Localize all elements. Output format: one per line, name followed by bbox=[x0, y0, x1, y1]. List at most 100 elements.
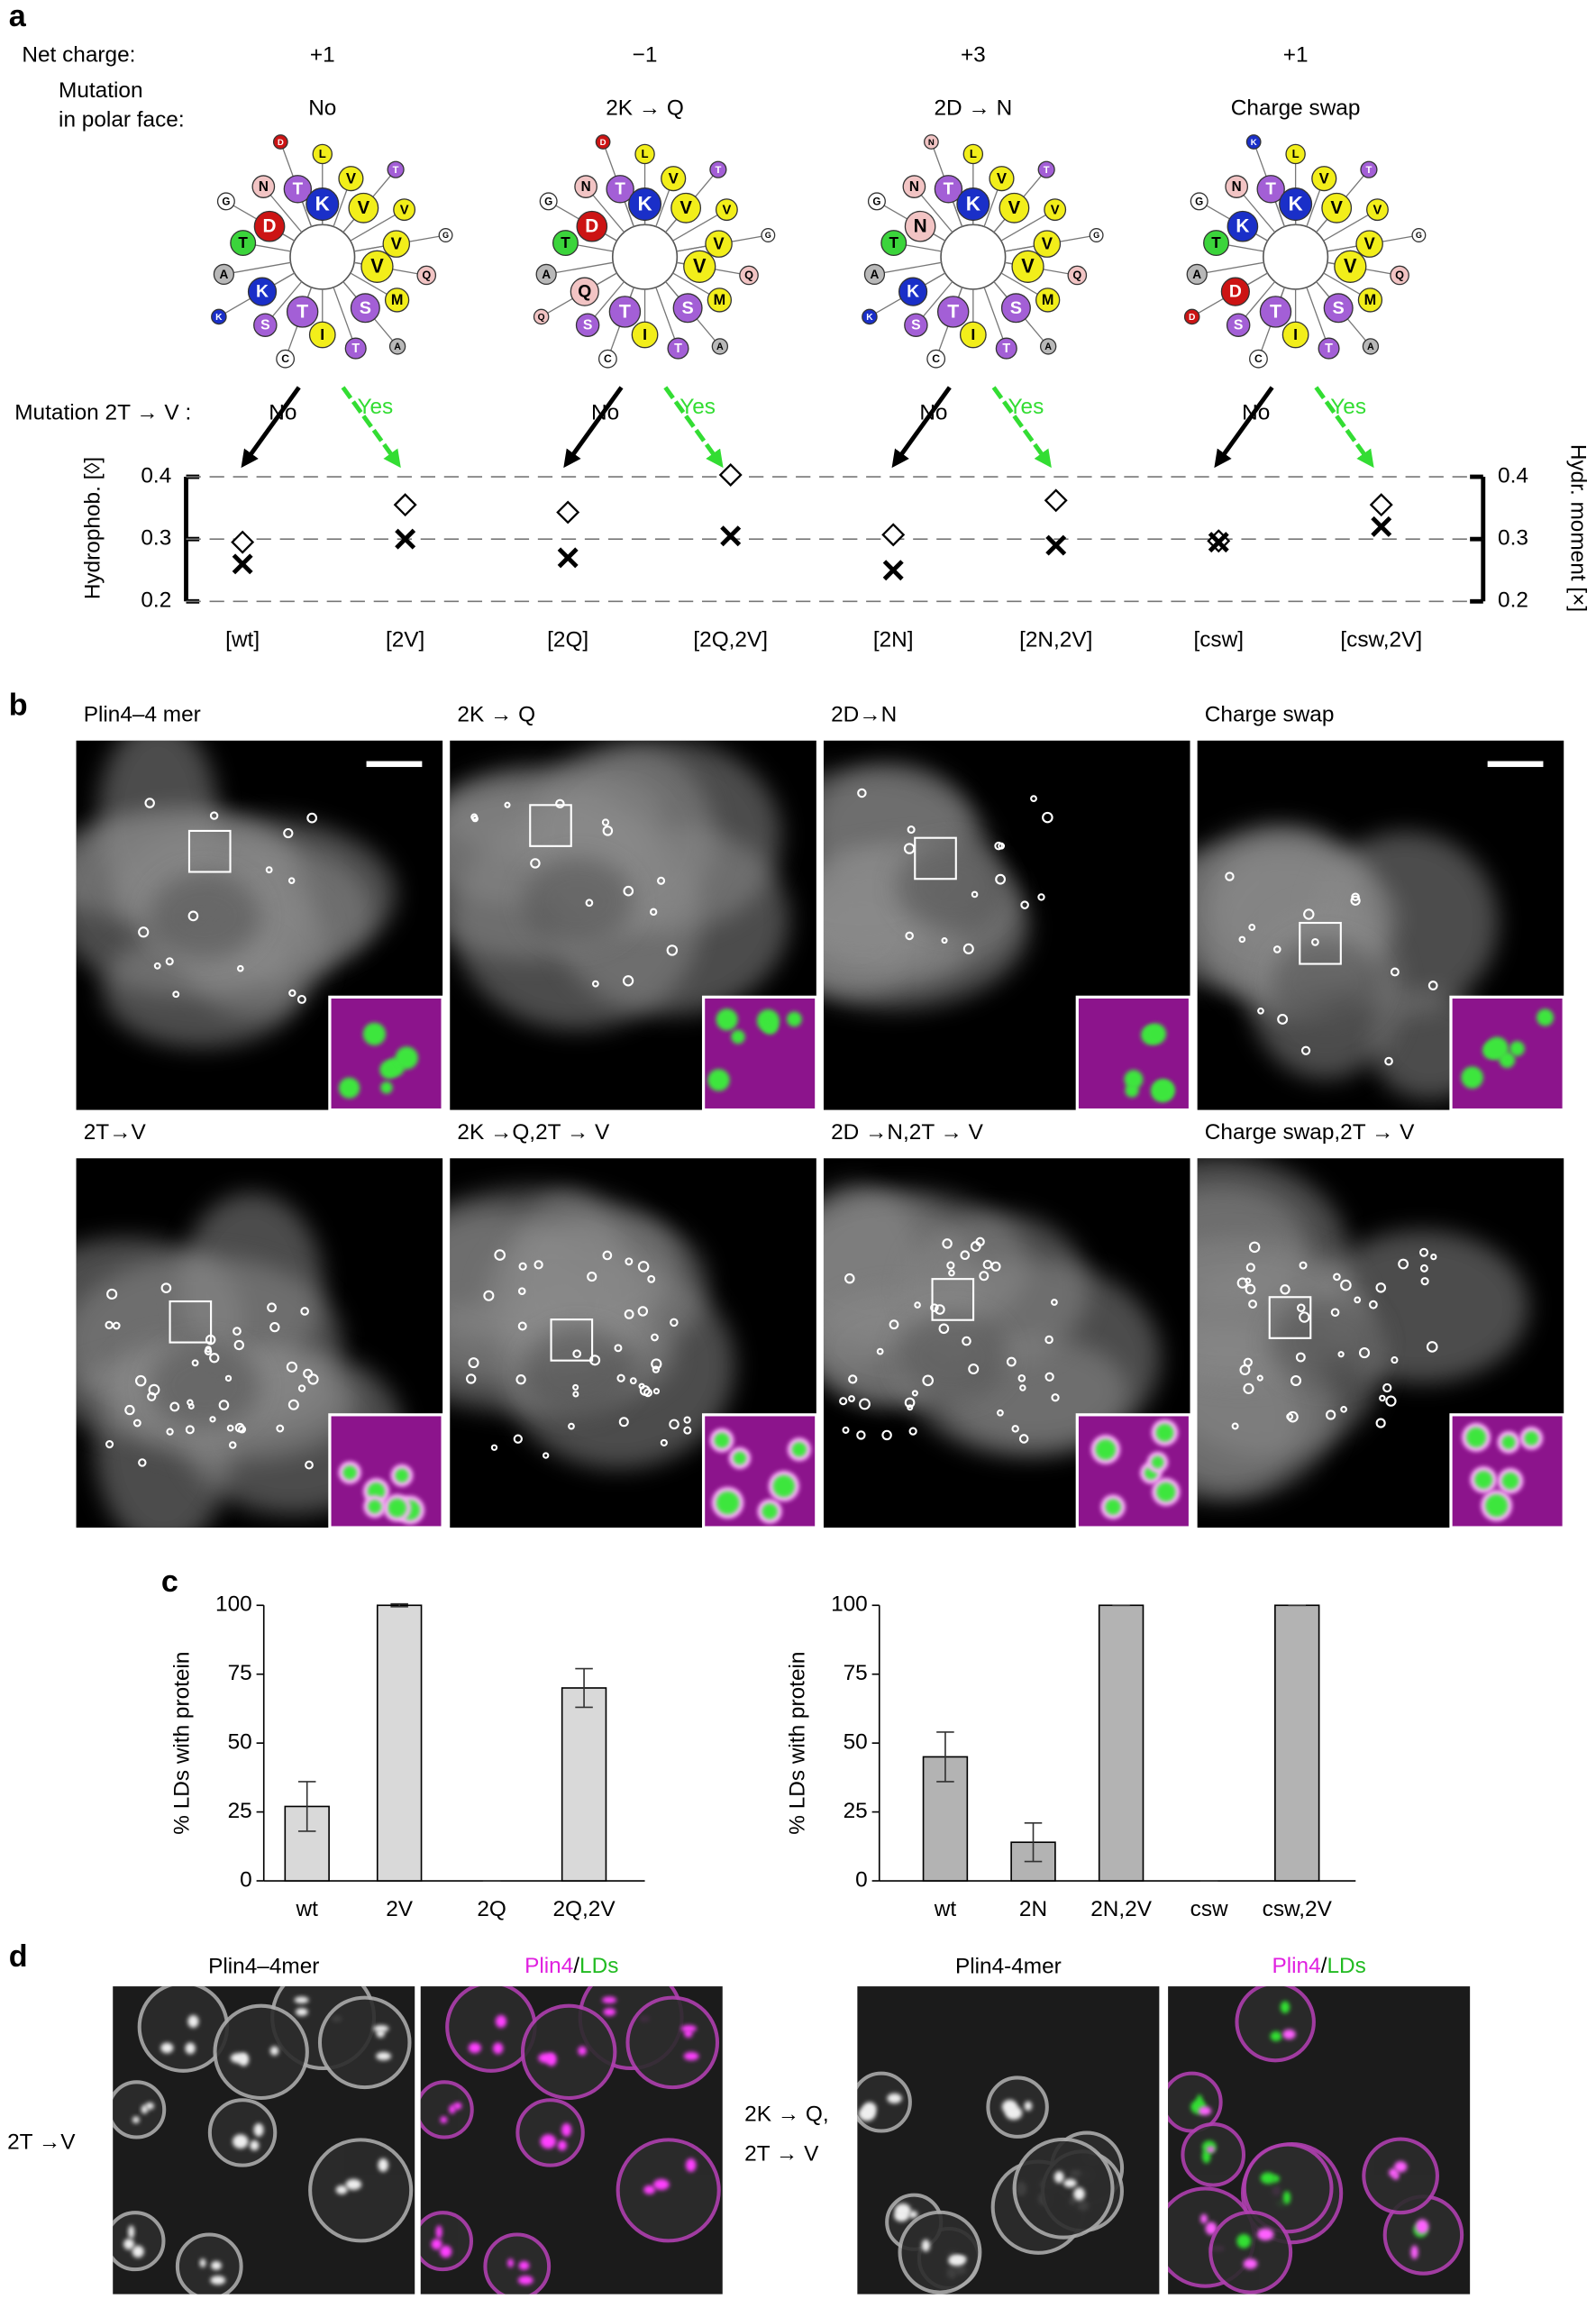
droplet bbox=[962, 943, 974, 954]
droplet bbox=[1303, 908, 1315, 920]
inset-droplet bbox=[1105, 1499, 1121, 1515]
residue bbox=[863, 263, 886, 286]
residue bbox=[253, 313, 278, 337]
cell bbox=[420, 2080, 474, 2139]
inset-droplet bbox=[1509, 1041, 1525, 1056]
droplet bbox=[1282, 2029, 1296, 2039]
droplet bbox=[132, 2116, 140, 2123]
residue-letter: V bbox=[1008, 198, 1021, 218]
residue-letter: N bbox=[914, 216, 927, 237]
row-label: 2K → Q, bbox=[744, 2103, 828, 2127]
micrograph-content bbox=[76, 1192, 403, 1528]
residue-letter: D bbox=[263, 216, 277, 237]
residue-letter: T bbox=[1002, 342, 1010, 356]
droplet bbox=[495, 2014, 507, 2029]
mutation: Charge swap bbox=[1231, 96, 1361, 120]
residue-letter: Q bbox=[578, 282, 591, 302]
droplet bbox=[238, 1425, 247, 1434]
residue bbox=[672, 293, 703, 324]
residue bbox=[936, 296, 970, 328]
diamond-marker bbox=[1044, 488, 1068, 513]
residue-letter: N bbox=[581, 179, 591, 195]
droplet bbox=[468, 1357, 479, 1369]
title-part: LDs bbox=[579, 1954, 618, 1978]
residue-letter: C bbox=[281, 352, 289, 365]
residue bbox=[247, 277, 278, 306]
droplet bbox=[513, 1434, 523, 1444]
droplet bbox=[1042, 811, 1053, 824]
residue-letter: V bbox=[1051, 203, 1060, 217]
droplet bbox=[683, 2051, 699, 2061]
inset-droplet bbox=[380, 1081, 393, 1094]
droplet bbox=[250, 2139, 260, 2151]
droplet bbox=[160, 2042, 174, 2054]
droplet bbox=[128, 2225, 135, 2240]
residue-letter: D bbox=[585, 216, 598, 237]
cell bbox=[857, 2071, 912, 2133]
residue bbox=[962, 143, 984, 165]
micrograph-content bbox=[1168, 1986, 1464, 2294]
image-title: Charge swap,2T → V bbox=[1205, 1120, 1415, 1145]
residue-letter: L bbox=[319, 147, 326, 160]
cell bbox=[308, 2138, 414, 2243]
droplet bbox=[603, 2008, 616, 2016]
y-axis-label: Hydrophob. [◊] bbox=[81, 457, 105, 599]
residue-letter: T bbox=[944, 179, 954, 198]
residue bbox=[1256, 175, 1285, 204]
y2-tick-label: 0.3 bbox=[1498, 526, 1528, 551]
residue bbox=[535, 263, 557, 286]
residue-letter: D bbox=[278, 138, 284, 148]
residue-letter: V bbox=[997, 169, 1008, 187]
residue-letter: V bbox=[346, 169, 357, 187]
residue-letter: S bbox=[682, 298, 694, 318]
droplet bbox=[517, 1321, 527, 1331]
inset-droplet bbox=[1474, 1470, 1493, 1489]
residue bbox=[552, 230, 579, 257]
droplet bbox=[652, 1365, 661, 1373]
droplet bbox=[1375, 1418, 1386, 1428]
droplet bbox=[1270, 2030, 1282, 2042]
residue bbox=[533, 308, 550, 325]
droplet bbox=[145, 2102, 154, 2110]
droplet bbox=[376, 2051, 391, 2061]
residue bbox=[707, 287, 733, 313]
panel-label: b bbox=[9, 688, 28, 722]
droplet bbox=[238, 2052, 250, 2066]
residue bbox=[628, 187, 662, 222]
droplet bbox=[106, 1288, 118, 1300]
droplet bbox=[187, 1399, 194, 1406]
residue bbox=[1220, 277, 1250, 306]
x-tick-label: csw,2V bbox=[1263, 1897, 1333, 1921]
y-tick-label: 75 bbox=[228, 1661, 252, 1685]
cross-marker bbox=[882, 560, 904, 581]
residue-letter: A bbox=[542, 268, 551, 281]
droplet bbox=[144, 798, 155, 808]
droplet bbox=[466, 1373, 477, 1384]
residue-letter: T bbox=[561, 233, 570, 251]
cell bbox=[898, 2210, 982, 2294]
y-tick-label: 50 bbox=[844, 1730, 868, 1755]
droplet bbox=[941, 937, 948, 944]
residue-letter: M bbox=[714, 292, 726, 308]
droplet bbox=[1248, 1241, 1261, 1254]
cell bbox=[175, 2232, 243, 2294]
residue bbox=[956, 187, 990, 222]
diamond-marker bbox=[393, 493, 417, 517]
droplet bbox=[1419, 1264, 1428, 1273]
residue-letter: G bbox=[1416, 231, 1422, 240]
wheel-spoke bbox=[1197, 261, 1264, 276]
residue-letter: T bbox=[296, 300, 308, 322]
residue-letter: V bbox=[669, 169, 679, 187]
residue-letter: V bbox=[400, 203, 409, 217]
wheel-spoke bbox=[983, 287, 1008, 349]
inset-droplet bbox=[1485, 1036, 1509, 1060]
x-tick-label: [2V] bbox=[386, 628, 424, 652]
droplet bbox=[224, 1374, 233, 1382]
droplet bbox=[894, 2203, 911, 2217]
droplet bbox=[138, 1458, 147, 1467]
residue bbox=[1318, 337, 1340, 360]
residue bbox=[211, 308, 227, 325]
residue bbox=[959, 321, 987, 349]
droplet bbox=[148, 1383, 160, 1396]
residue bbox=[761, 228, 776, 242]
